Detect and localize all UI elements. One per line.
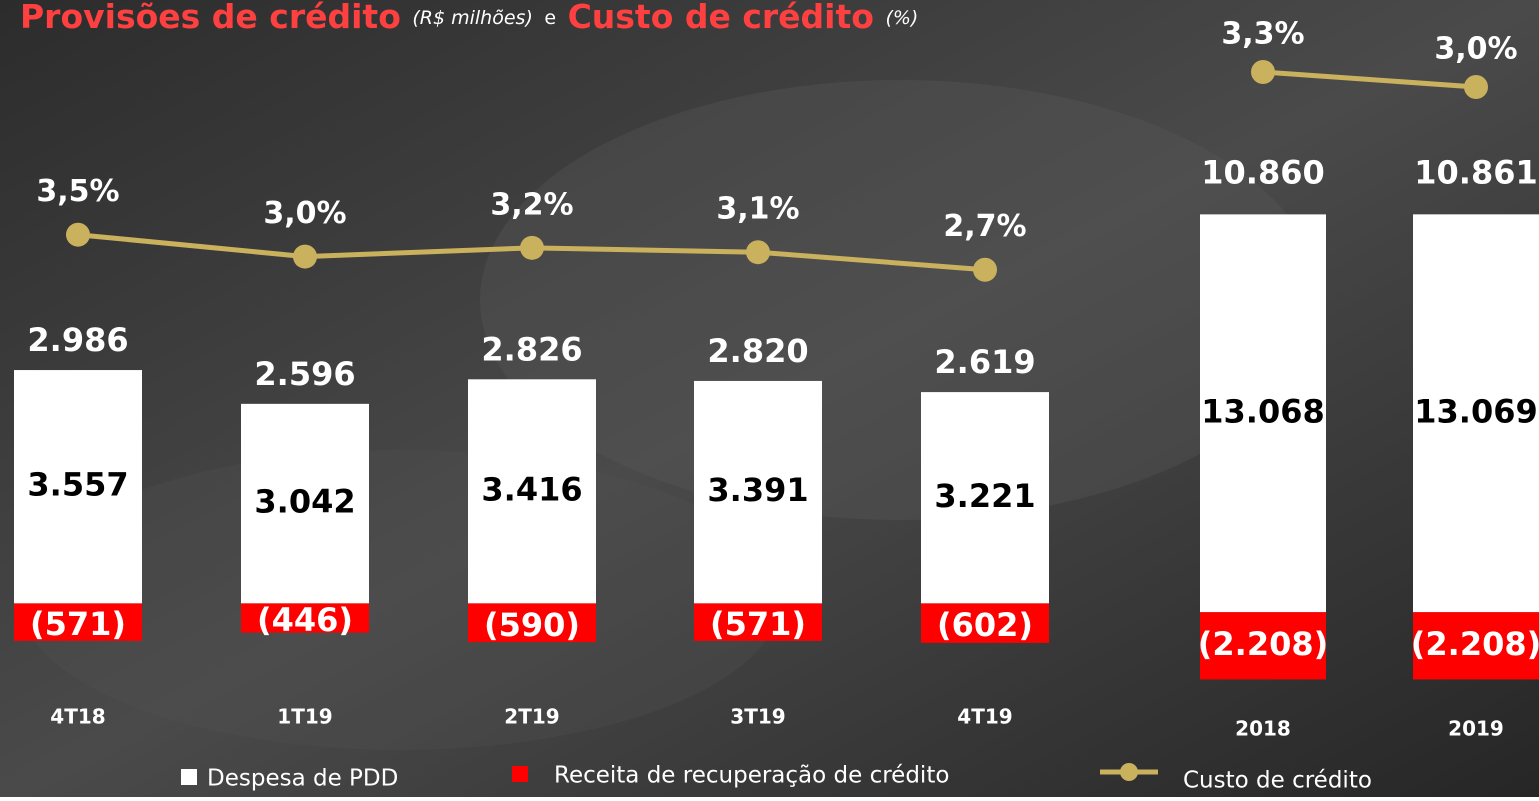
line-value-label: 2,7%: [943, 209, 1026, 244]
line-value-label: 3,0%: [263, 196, 346, 231]
bar-value-label: 13.068: [1201, 392, 1324, 430]
title-main: Provisões de crédito: [20, 0, 401, 36]
legend-label: Despesa de PDD: [207, 766, 398, 792]
title-second: Custo de crédito: [568, 0, 874, 36]
x-tick-label: 4T19: [957, 705, 1012, 729]
legend-swatch: [181, 769, 197, 785]
line-marker: [1251, 60, 1275, 84]
bar-value-label: 3.391: [707, 471, 808, 509]
line-value-label: 3,0%: [1434, 32, 1517, 67]
total-label: 2.619: [934, 343, 1035, 381]
bar-value-label: 3.557: [27, 466, 128, 504]
line-marker: [520, 236, 544, 260]
line-marker: [1464, 75, 1488, 99]
x-tick-label: 2018: [1235, 717, 1291, 741]
bar-value-label: 3.042: [254, 483, 355, 521]
line-value-label: 3,5%: [36, 174, 119, 209]
bar-value-label: 3.221: [934, 477, 1035, 515]
x-tick-label: 2019: [1448, 717, 1504, 741]
legend-label: Custo de crédito: [1183, 768, 1372, 794]
total-label: 2.826: [481, 330, 582, 368]
bar-value-label: (602): [937, 606, 1033, 644]
bar-value-label: (571): [30, 605, 126, 643]
x-tick-label: 1T19: [277, 705, 332, 729]
total-label: 2.986: [27, 321, 128, 359]
line-value-label: 3,1%: [716, 192, 799, 227]
bar-value-label: (2.208): [1411, 625, 1539, 663]
bar-value-label: (590): [484, 606, 580, 644]
line-marker: [973, 258, 997, 282]
total-label: 10.861: [1414, 153, 1537, 191]
x-tick-label: 4T18: [50, 705, 105, 729]
bar-value-label: (571): [710, 605, 806, 643]
bar-value-label: 13.069: [1414, 392, 1537, 430]
line-value-label: 3,2%: [490, 187, 573, 222]
total-label: 2.596: [254, 355, 355, 393]
x-tick-label: 3T19: [730, 705, 785, 729]
legend-label: Receita de recuperação de crédito: [554, 763, 949, 789]
title-joiner: e: [544, 7, 556, 29]
line-marker: [66, 223, 90, 247]
title-unit: (R$ milhões): [412, 7, 532, 29]
slide: Provisões de crédito (R$ milhões) e Cust…: [0, 0, 1539, 797]
bar-value-label: 3.416: [481, 470, 582, 508]
line-marker: [293, 245, 317, 269]
bar-value-label: (2.208): [1198, 625, 1328, 663]
title-second-unit: (%): [885, 7, 918, 29]
legend-marker: [1120, 763, 1138, 781]
line-marker: [746, 240, 770, 264]
x-tick-label: 2T19: [504, 705, 559, 729]
total-label: 10.860: [1201, 153, 1324, 191]
line-value-label: 3,3%: [1221, 17, 1304, 52]
bar-value-label: (446): [257, 601, 353, 639]
background-shape: [480, 80, 1320, 520]
legend-swatch: [512, 766, 528, 782]
total-label: 2.820: [707, 332, 808, 370]
